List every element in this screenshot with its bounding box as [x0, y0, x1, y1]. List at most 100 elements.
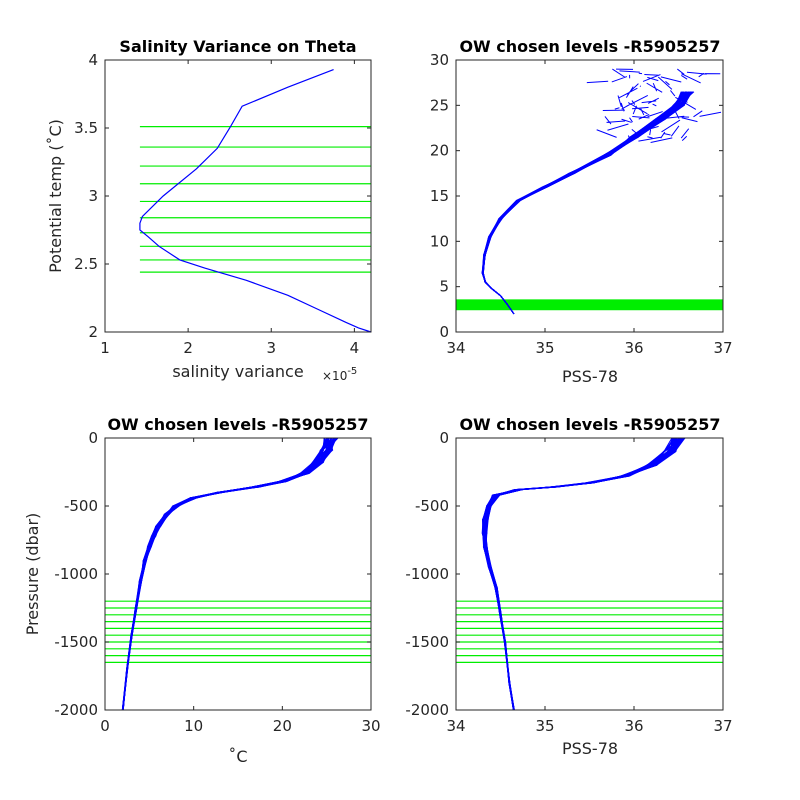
float-profile-line [122, 437, 338, 711]
float-profile-line [482, 437, 686, 711]
chart-title: OW chosen levels -R5905257 [459, 37, 720, 56]
float-profile-line [121, 437, 333, 711]
y-tick-label: 25 [430, 96, 449, 114]
x-tick-label: 1 [100, 339, 110, 357]
y-tick-label: 0 [439, 429, 449, 447]
x-tick-label: 2 [183, 339, 193, 357]
float-profile-line [122, 437, 332, 711]
float-profile-line [122, 437, 336, 711]
float-profile-line [122, 437, 335, 711]
x-axis-label: PSS-78 [562, 739, 618, 758]
float-profile-line [482, 437, 680, 711]
axes-box [455, 437, 724, 711]
float-profile-line [482, 437, 676, 711]
float-profile-line [122, 437, 328, 711]
plot-area [456, 68, 723, 315]
float-profile-line [121, 437, 330, 711]
float-profile-line [121, 437, 331, 711]
float-profile-line [122, 437, 337, 711]
x-axis-label: salinity variance [172, 362, 303, 381]
y-tick-label: 0 [439, 323, 449, 341]
y-axis-label: Pressure (dbar) [23, 513, 42, 636]
float-profile-line [483, 437, 682, 711]
float-profile-line [122, 437, 337, 711]
chosen-levels-band [456, 299, 723, 311]
y-tick-label: -1000 [405, 565, 449, 583]
y-tick-label: 0 [88, 429, 98, 447]
y-tick-label: -2000 [405, 701, 449, 719]
float-profile-line [481, 437, 680, 711]
y-tick-label: -1000 [54, 565, 98, 583]
float-profile-line [481, 91, 690, 315]
float-profile-line [482, 437, 682, 711]
float-profile-line [485, 437, 683, 711]
float-profile-line [484, 437, 674, 711]
y-tick-label: 30 [430, 51, 449, 69]
axes-box [104, 59, 372, 333]
tick-labels: 34 35 36 37 0 5 10 15 20 25 30 [430, 51, 733, 357]
x-tick-label: 0 [100, 717, 110, 735]
y-tick-label: 5 [439, 278, 449, 296]
float-profile-line [122, 437, 333, 711]
y-tick-label: 3 [88, 187, 98, 205]
variance-series-line [139, 68, 372, 333]
float-profile-line [122, 437, 332, 711]
float-profile-line [481, 91, 689, 315]
float-profile-line [482, 437, 677, 711]
chart-title: OW chosen levels -R5905257 [107, 415, 368, 434]
chart-title: OW chosen levels -R5905257 [459, 415, 720, 434]
float-profile-line [121, 437, 329, 711]
y-tick-label: 2.5 [74, 255, 98, 273]
float-profile-line [484, 437, 681, 711]
plot-area [456, 437, 723, 711]
x-tick-label: 36 [624, 717, 643, 735]
float-profile-line [122, 437, 337, 711]
float-profile-line [122, 437, 334, 711]
float-profile-line [482, 437, 676, 711]
float-profile-line [482, 437, 684, 711]
x-tick-label: 37 [713, 717, 732, 735]
float-profile-line [483, 437, 675, 711]
y-tick-label: -1500 [54, 633, 98, 651]
x-tick-label: 35 [535, 717, 554, 735]
panel-temperature-pressure: OW chosen levels -R5905257 0 10 20 30 -2000 -… [23, 415, 381, 766]
x-tick-label: 3 [266, 339, 276, 357]
float-profile-line [122, 437, 332, 711]
x-axis-exponent: ×10-5 [322, 366, 357, 383]
float-profile-line [122, 437, 334, 711]
float-profile-line [121, 437, 337, 711]
float-profile-line [484, 437, 683, 711]
float-profile-line [121, 437, 338, 711]
x-tick-label: 36 [624, 339, 643, 357]
panel-theta-salinity: OW chosen levels -R5905257 34 35 36 37 0 5 10 1… [430, 37, 733, 386]
y-axis-label: Potential temp (˚C) [46, 119, 65, 273]
float-profile-line [482, 437, 686, 711]
x-axis-exponent-base: ×10 [322, 369, 347, 383]
x-tick-label: 20 [273, 717, 292, 735]
float-profile-line [483, 437, 684, 711]
float-profile-line [482, 437, 683, 711]
float-profile-line [482, 437, 685, 711]
y-tick-label: -500 [415, 497, 449, 515]
tick-labels: 1 2 3 422.533.54 [74, 51, 371, 357]
y-tick-label: 20 [430, 142, 449, 160]
float-profile-line [485, 437, 686, 711]
y-tick-label: 2 [88, 323, 98, 341]
float-profile-line [481, 437, 673, 711]
x-tick-label: 35 [535, 339, 554, 357]
float-profile-line [482, 437, 679, 711]
float-profile-line [482, 437, 680, 711]
float-profile-line [481, 437, 684, 711]
float-profile-line [122, 437, 338, 711]
x-tick-label: 30 [361, 717, 380, 735]
x-tick-label: 10 [184, 717, 203, 735]
y-tick-label: -500 [64, 497, 98, 515]
float-profile-line [483, 437, 676, 711]
x-axis-exponent-power: -5 [347, 366, 357, 377]
float-profile-line [484, 437, 686, 711]
panel-salinity-pressure: OW chosen levels -R5905257 34 35 36 37 -2000… [405, 415, 732, 758]
x-tick-label: 4 [350, 339, 360, 357]
float-profile-line [121, 437, 333, 711]
float-profile-line [482, 437, 675, 711]
float-profile-line [482, 437, 681, 711]
